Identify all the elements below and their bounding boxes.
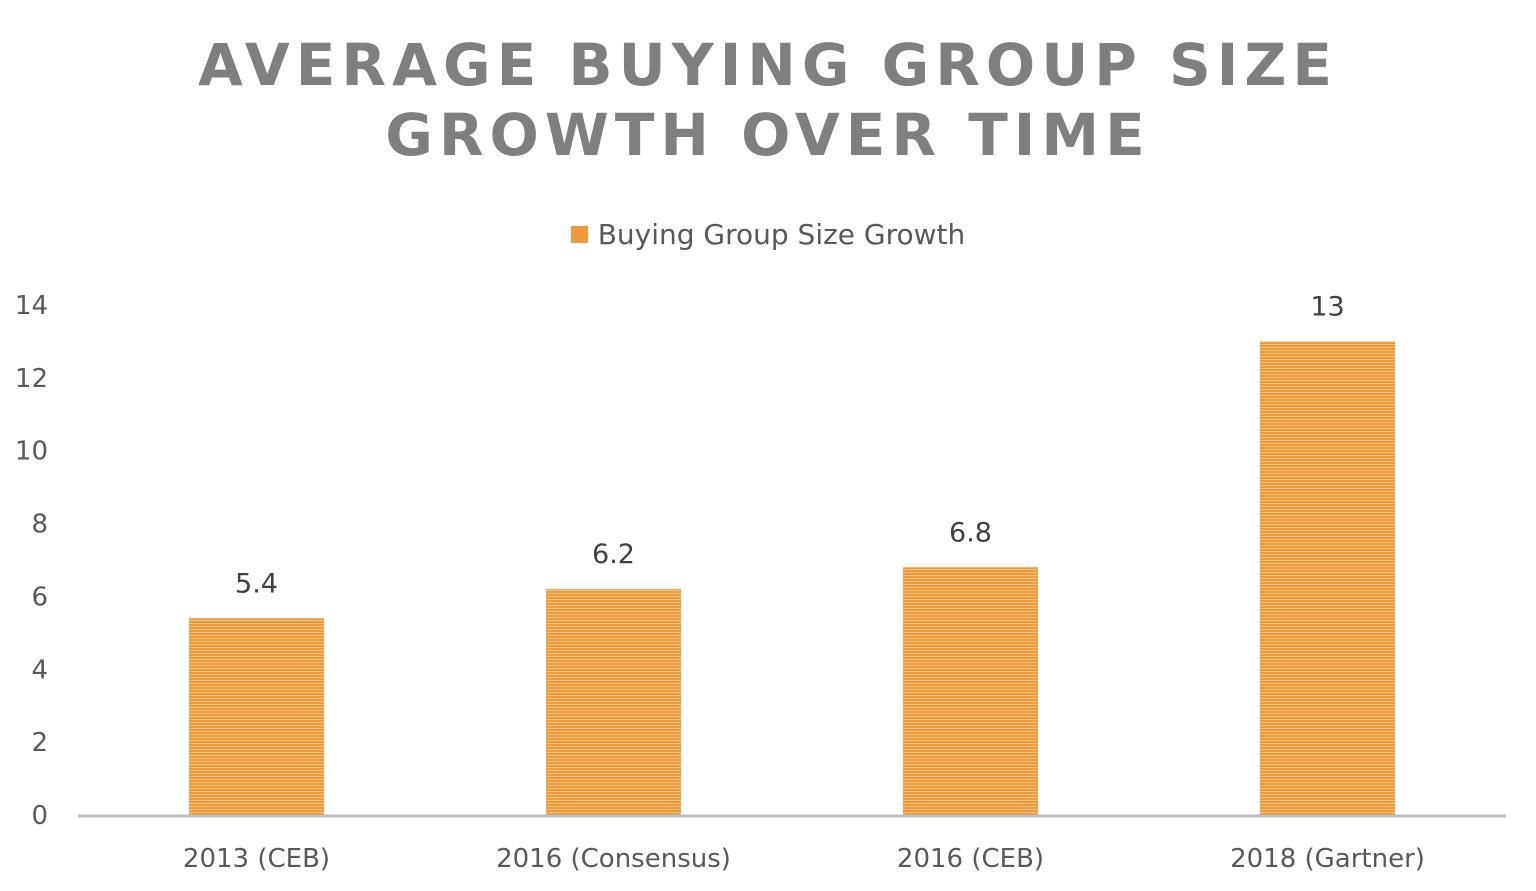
data-label: 5.4 [235, 568, 278, 599]
chart-title-line-2: GROWTH OVER TIME [385, 101, 1151, 169]
x-tick-label: 2016 (Consensus) [496, 844, 731, 874]
x-tick-label: 2013 (CEB) [183, 844, 330, 874]
bar [1260, 341, 1395, 815]
y-tick-label: 12 [15, 364, 48, 394]
data-labels: 5.4 6.2 6.8 13 [235, 291, 1345, 599]
chart-title-line-1: AVERAGE BUYING GROUP SIZE [197, 31, 1339, 99]
legend: Buying Group Size Growth [0, 218, 1536, 251]
data-label: 6.2 [592, 539, 635, 570]
bars [189, 341, 1395, 815]
y-tick-label: 2 [31, 728, 48, 758]
chart-title: AVERAGE BUYING GROUP SIZE GROWTH OVER TI… [0, 30, 1536, 170]
bar [903, 567, 1038, 815]
y-axis-labels: 0 2 4 6 8 10 12 14 [15, 291, 48, 831]
y-tick-label: 10 [15, 437, 48, 467]
y-tick-label: 8 [31, 510, 48, 540]
y-tick-label: 14 [15, 291, 48, 321]
legend-label: Buying Group Size Growth [597, 218, 966, 251]
x-axis-labels: 2013 (CEB) 2016 (Consensus) 2016 (CEB) 2018… [183, 844, 1425, 874]
y-tick-label: 4 [31, 655, 48, 685]
data-label: 13 [1310, 291, 1344, 322]
x-tick-label: 2018 (Gartner) [1230, 844, 1425, 874]
bar [189, 618, 324, 815]
y-tick-label: 6 [31, 582, 48, 612]
x-tick-label: 2016 (CEB) [897, 844, 1044, 874]
y-tick-label: 0 [31, 801, 48, 831]
bar [546, 589, 681, 815]
data-label: 6.8 [949, 517, 992, 548]
legend-swatch [570, 226, 588, 243]
